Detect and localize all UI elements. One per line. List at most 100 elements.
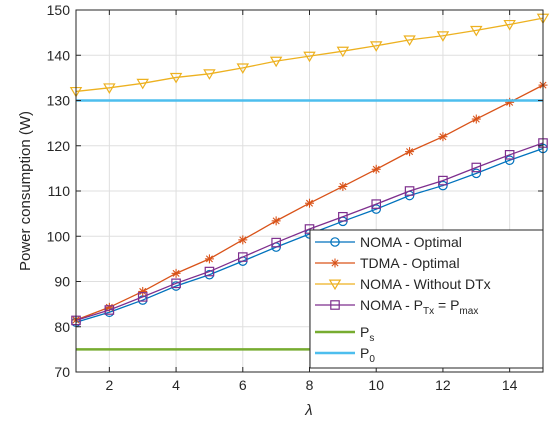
x-tick-label: 14 — [502, 377, 518, 393]
asterisk-stroke — [472, 115, 480, 123]
legend-text-part: P — [360, 345, 369, 361]
x-tick-label: 10 — [368, 377, 384, 393]
legend-text-part: = P — [434, 297, 459, 313]
legend-label: NOMA - Optimal — [360, 234, 462, 250]
legend-subscript: 0 — [369, 354, 375, 365]
triangle-marker — [336, 46, 350, 58]
triangle-marker — [269, 56, 283, 68]
legend-item: TDMA - Optimal — [315, 255, 460, 271]
asterisk-stroke — [172, 269, 180, 277]
legend-label: NOMA - Without DTx — [360, 276, 491, 292]
y-tick-label: 120 — [47, 138, 71, 154]
asterisk-stroke — [139, 287, 147, 295]
y-tick-label: 80 — [54, 319, 70, 335]
asterisk-marker — [371, 164, 381, 174]
y-axis-title: Power consumption (W) — [17, 111, 34, 271]
y-tick-label: 110 — [48, 183, 71, 199]
x-tick-label: 4 — [172, 377, 180, 393]
asterisk-stroke — [339, 182, 347, 191]
legend-subscript: s — [369, 333, 374, 344]
y-tick-label: 140 — [47, 47, 71, 63]
x-axis-title: λ — [304, 402, 312, 419]
square-marker — [338, 211, 348, 222]
series-2 — [69, 13, 550, 98]
y-tick-label: 100 — [47, 228, 71, 244]
legend-subscript: Tx — [423, 306, 434, 317]
triangle-marker — [303, 51, 316, 63]
square-marker — [104, 305, 115, 315]
asterisk-marker — [238, 235, 248, 245]
asterisk-stroke — [105, 303, 113, 311]
asterisk-marker — [438, 132, 448, 142]
triangle-marker — [136, 78, 149, 90]
asterisk-marker — [405, 147, 415, 157]
legend-item: Ps — [315, 324, 374, 344]
triangle-marker — [403, 35, 416, 46]
triangle-marker — [236, 63, 250, 75]
square-marker — [171, 278, 181, 289]
legend-text-part: P — [360, 324, 369, 340]
asterisk-marker — [471, 114, 481, 124]
asterisk-marker — [330, 258, 340, 268]
legend-item: NOMA - PTx = Pmax — [315, 297, 478, 317]
asterisk-stroke — [406, 148, 414, 156]
x-tick-label: 2 — [105, 377, 113, 393]
y-tick-label: 130 — [47, 93, 71, 109]
asterisk-marker — [171, 268, 181, 278]
asterisk-stroke — [305, 199, 314, 207]
circle-marker — [504, 155, 515, 166]
y-tick-label: 150 — [47, 2, 71, 18]
square-marker — [204, 266, 215, 277]
legend-label: P0 — [360, 345, 375, 365]
triangle-marker — [103, 83, 116, 94]
asterisk-marker — [204, 254, 214, 264]
square-marker — [404, 186, 415, 196]
legend: NOMA - Optimal TDMA - Optimal NOMA - Witho… — [309, 229, 544, 369]
asterisk-stroke — [331, 259, 339, 267]
x-tick-label: 6 — [239, 377, 247, 393]
y-tick-label: 70 — [54, 364, 70, 380]
square-marker — [471, 162, 482, 173]
asterisk-marker — [138, 286, 148, 296]
legend-item: P0 — [315, 345, 375, 365]
asterisk-marker — [338, 181, 348, 191]
square-marker — [371, 199, 382, 209]
square-marker — [237, 252, 248, 262]
legend-item: NOMA - Without DTx — [315, 276, 491, 292]
series-line — [75, 17, 544, 93]
triangle-marker — [328, 279, 342, 291]
legend-label: Ps — [360, 324, 374, 344]
legend-text-part: NOMA - P — [360, 297, 423, 313]
y-tick-label: 90 — [54, 274, 70, 290]
legend-subscript: max — [459, 306, 478, 317]
x-tick-label: 8 — [306, 377, 314, 393]
square-marker — [137, 292, 148, 302]
asterisk-stroke — [439, 133, 447, 141]
asterisk-stroke — [372, 165, 380, 173]
square-marker — [271, 237, 281, 248]
triangle-marker — [436, 31, 450, 42]
legend-box — [309, 229, 544, 369]
square-marker — [438, 175, 448, 186]
square-marker — [330, 300, 340, 310]
series-line — [75, 142, 544, 322]
asterisk-marker — [305, 198, 314, 208]
asterisk-stroke — [272, 217, 280, 225]
circle-marker — [471, 168, 482, 179]
x-tick-label: 12 — [435, 377, 451, 393]
axis-ticks: 2 4 6 8 10 12 14 70 80 90 100 110 120 130 140 150 — [47, 2, 543, 393]
triangle-marker — [169, 72, 183, 84]
asterisk-stroke — [205, 255, 213, 263]
square-marker — [504, 150, 515, 160]
circle-marker — [330, 237, 340, 247]
asterisk-marker — [271, 216, 281, 226]
triangle-marker — [503, 19, 516, 31]
circle-marker — [371, 204, 382, 214]
circle-marker — [438, 180, 448, 191]
asterisk-stroke — [239, 236, 247, 244]
triangle-marker — [203, 69, 216, 80]
triangle-marker — [470, 25, 483, 37]
legend-label: TDMA - Optimal — [360, 255, 460, 271]
legend-item: NOMA - Optimal — [315, 234, 462, 250]
